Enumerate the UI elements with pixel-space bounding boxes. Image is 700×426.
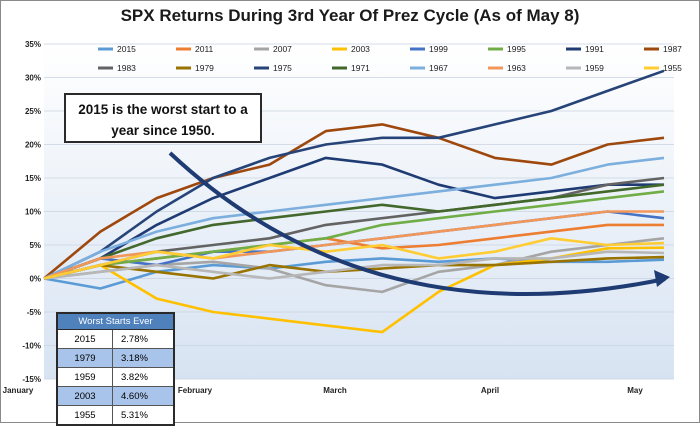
legend-label: 1959 xyxy=(585,63,604,73)
y-tick-label: 15% xyxy=(25,174,41,183)
chart-title: SPX Returns During 3rd Year Of Prez Cycl… xyxy=(120,6,580,25)
legend-label: 1955 xyxy=(663,63,682,73)
table-year: 1955 xyxy=(56,405,113,426)
legend-label: 1991 xyxy=(585,44,604,54)
series-line-1975 xyxy=(43,69,665,280)
legend-label: 1995 xyxy=(507,44,526,54)
table-year: 2003 xyxy=(56,386,113,406)
y-tick-label: -5% xyxy=(27,308,41,317)
trend-arrow-path xyxy=(168,151,666,296)
series-line-1955 xyxy=(43,237,665,280)
legend-label: 1967 xyxy=(429,63,448,73)
table-year: 1959 xyxy=(56,367,113,387)
series-line-1959 xyxy=(43,250,665,280)
table-row: 2015 2.78% xyxy=(56,329,175,349)
worst-starts-table: Worst Starts Ever 2015 2.78% 1979 3.18% 19… xyxy=(56,312,175,426)
table-row: 1979 3.18% xyxy=(56,348,175,368)
x-tick-label: April xyxy=(481,386,499,395)
x-tick-label: May xyxy=(627,386,643,395)
table-value: 5.31% xyxy=(112,405,175,426)
series-line-1987 xyxy=(43,123,665,280)
y-tick-label: 35% xyxy=(25,40,41,49)
table-row: 1955 5.31% xyxy=(56,405,175,426)
table-value: 2.78% xyxy=(112,329,175,349)
legend-label: 1963 xyxy=(507,63,526,73)
series-line-1991 xyxy=(43,156,664,280)
x-tick-label: March xyxy=(323,386,347,395)
table-value: 3.18% xyxy=(112,348,175,368)
trend-arrow xyxy=(168,151,670,296)
legend-label: 1971 xyxy=(351,63,370,73)
table-year: 1979 xyxy=(56,348,113,368)
table-value: 4.60% xyxy=(112,386,175,406)
y-tick-label: 10% xyxy=(25,208,41,217)
table-year: 2015 xyxy=(56,329,113,349)
y-tick-label: -10% xyxy=(22,342,41,351)
series-line-1971 xyxy=(43,183,665,280)
legend-label: 1975 xyxy=(273,63,292,73)
table-row: 1959 3.82% xyxy=(56,367,175,387)
table-header: Worst Starts Ever xyxy=(56,312,175,330)
x-tick-label: February xyxy=(178,386,213,395)
legend-label: 1983 xyxy=(117,63,136,73)
y-tick-label: -15% xyxy=(22,375,41,384)
legend-label: 1979 xyxy=(195,63,214,73)
table-row: 2003 4.60% xyxy=(56,386,175,406)
y-tick-label: 30% xyxy=(25,74,41,83)
series-line-1979 xyxy=(43,255,665,280)
series-line-1967 xyxy=(43,156,665,280)
series-line-1995 xyxy=(43,190,665,280)
y-tick-label: 25% xyxy=(25,107,41,116)
y-tick-label: 5% xyxy=(29,241,41,250)
y-tick-label: 0% xyxy=(29,275,41,284)
trend-arrow-head xyxy=(654,270,670,287)
legend-label: 2003 xyxy=(351,44,370,54)
legend-label: 1987 xyxy=(663,44,682,54)
annotation-box: 2015 is the worst start to a year since … xyxy=(64,93,262,143)
x-tick-label: January xyxy=(3,386,34,395)
legend-label: 1999 xyxy=(429,44,448,54)
y-tick-label: 20% xyxy=(25,141,41,150)
legend-label: 2007 xyxy=(273,44,292,54)
legend-label: 2011 xyxy=(195,44,214,54)
table-value: 3.82% xyxy=(112,367,175,387)
legend-label: 2015 xyxy=(117,44,136,54)
